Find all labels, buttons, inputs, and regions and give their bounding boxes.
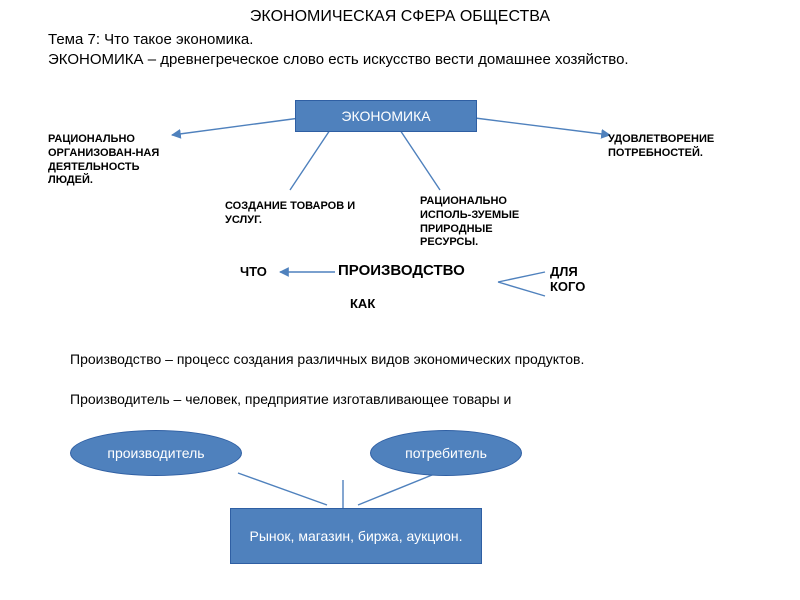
subhead-line1: Тема 7: Что такое экономика. [48, 30, 748, 50]
box-market: Рынок, магазин, биржа, аукцион. [230, 508, 482, 564]
subhead-line2: ЭКОНОМИКА – древнегреческое слово есть и… [48, 50, 748, 70]
page-title: ЭКОНОМИЧЕСКАЯ СФЕРА ОБЩЕСТВА [0, 8, 800, 26]
paragraph-production-def: Производство – процесс создания различны… [70, 350, 730, 369]
paragraph-producer-def: Производитель – человек, предприятие изг… [70, 390, 730, 409]
branch-natural-resources: РАЦИОНАЛЬНО ИСПОЛЬ-ЗУЕМЫЕ ПРИРОДНЫЕ РЕСУ… [420, 195, 540, 250]
ellipse-consumer: потребитель [370, 430, 522, 476]
label-for-whom: ДЛЯ КОГО [550, 264, 600, 294]
label-production: ПРОИЗВОДСТВО [338, 262, 465, 279]
label-what: ЧТО [240, 264, 267, 279]
box-economy: ЭКОНОМИКА [295, 100, 477, 132]
label-how: КАК [350, 296, 375, 311]
branch-goods-services: СОЗДАНИЕ ТОВАРОВ И УСЛУГ. [225, 200, 380, 228]
ellipse-producer: производитель [70, 430, 242, 476]
topic-subhead: Тема 7: Что такое экономика. ЭКОНОМИКА –… [48, 30, 748, 71]
branch-needs-satisfaction: УДОВЛЕТВОРЕНИЕ ПОТРЕБНОСТЕЙ. [608, 133, 733, 161]
branch-rational-activity: РАЦИОНАЛЬНО ОРГАНИЗОВАН-НАЯ ДЕЯТЕЛЬНОСТЬ… [48, 133, 178, 188]
